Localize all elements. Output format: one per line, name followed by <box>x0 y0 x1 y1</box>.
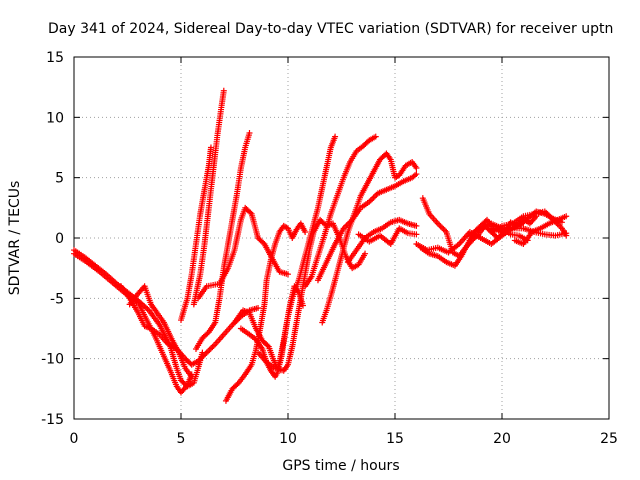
series-sat-q <box>355 225 420 248</box>
data-point-marker <box>246 130 253 137</box>
data-point-marker <box>188 373 195 380</box>
data-point-marker <box>206 346 213 353</box>
data-point-marker <box>207 144 214 151</box>
x-tick-label: 25 <box>600 431 618 447</box>
y-axis-label: SDTVAR / TECUs <box>7 181 23 296</box>
series-sat-v <box>511 213 570 248</box>
data-point-marker <box>299 302 306 309</box>
data-point-marker <box>372 133 379 140</box>
series-sat-e <box>178 144 214 324</box>
series-sat-h <box>195 204 291 302</box>
y-tick-label: 15 <box>46 50 64 66</box>
series-sat-l <box>255 216 369 374</box>
data-point-marker <box>362 250 369 257</box>
data-point-marker <box>369 195 376 202</box>
data-point-marker <box>413 231 420 238</box>
x-axis-label: GPS time / hours <box>282 458 399 474</box>
data-point-marker <box>220 87 227 94</box>
data-point-marker <box>370 194 377 201</box>
series-sat-b <box>71 250 195 396</box>
data-point-marker <box>413 222 420 229</box>
axis-ticks: 0 5 10 15 20 25 -15 -10 -5 0 5 10 15 <box>41 50 618 447</box>
data-point-marker <box>332 133 339 140</box>
series-sat-o <box>314 171 420 284</box>
series-sat-f <box>190 87 227 308</box>
series-sat-i <box>222 220 309 404</box>
y-tick-label: -10 <box>41 352 64 368</box>
data-point-marker <box>413 165 420 172</box>
data-point-marker <box>563 213 570 220</box>
series-sat-d <box>126 283 195 380</box>
series-sat-n <box>302 133 379 290</box>
chart-title: Day 341 of 2024, Sidereal Day-to-day VTE… <box>48 21 613 37</box>
data-point-marker <box>558 219 565 226</box>
x-tick-label: 15 <box>386 431 404 447</box>
x-tick-label: 0 <box>70 431 79 447</box>
data-point-marker <box>264 342 271 349</box>
data-point-marker <box>440 226 447 233</box>
y-tick-label: -15 <box>41 412 64 428</box>
data-point-marker <box>207 345 214 352</box>
series-sat-s <box>417 208 565 269</box>
data-point-marker <box>439 224 446 231</box>
data-point-marker <box>436 221 443 228</box>
data-point-marker <box>372 193 379 200</box>
data-point-marker <box>247 209 254 216</box>
x-tick-label: 20 <box>493 431 511 447</box>
data-point-marker <box>563 232 570 239</box>
data-point-marker <box>210 342 217 349</box>
data-point-marker <box>413 171 420 178</box>
y-tick-label: 5 <box>55 171 64 187</box>
data-point-marker <box>556 222 563 229</box>
x-tick-label: 5 <box>177 431 186 447</box>
series-sat-g <box>192 130 253 353</box>
series-sat-p <box>344 216 420 266</box>
data-point-marker <box>524 237 531 244</box>
y-tick-label: -5 <box>50 291 64 307</box>
data-point-marker <box>285 271 291 278</box>
data-point-marker <box>437 223 444 230</box>
data-point-marker <box>302 228 309 235</box>
data-point-marker <box>205 348 212 355</box>
y-tick-label: 0 <box>55 231 64 247</box>
series-sat-w <box>466 220 531 244</box>
data-point-marker <box>255 304 262 311</box>
x-tick-label: 10 <box>279 431 297 447</box>
data-point-marker <box>209 344 216 351</box>
plot-area <box>71 87 570 404</box>
y-tick-label: 10 <box>46 110 64 126</box>
series-sat-k <box>231 133 339 372</box>
